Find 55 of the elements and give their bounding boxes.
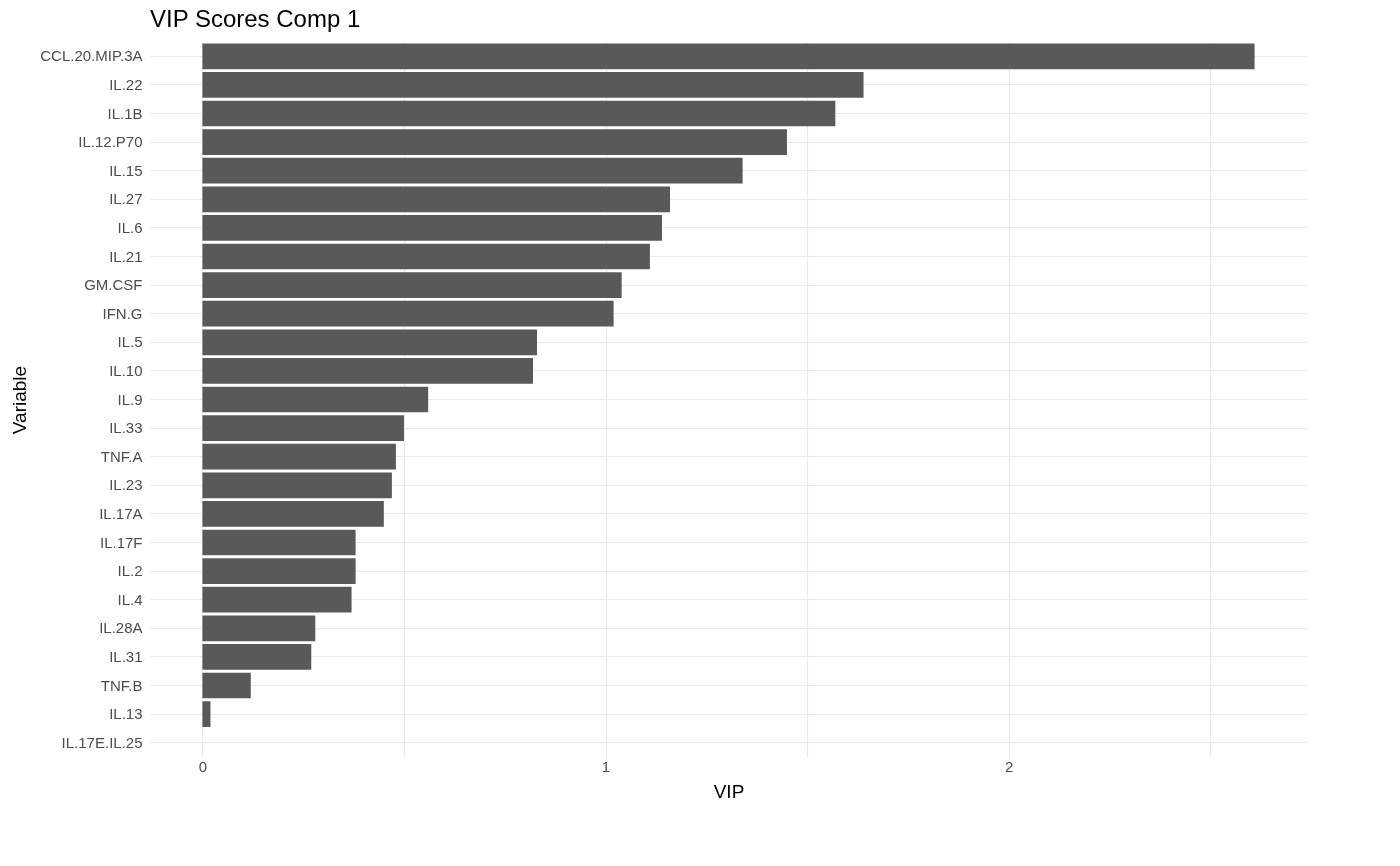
y-tick-label: IL.2 (117, 562, 143, 580)
y-tick-label: TNF.A (100, 447, 143, 465)
bar (202, 329, 538, 356)
y-tick-label: IL.6 (117, 218, 143, 236)
bar (202, 558, 356, 584)
y-tick-label: GM.CSF (84, 276, 143, 294)
bar (202, 72, 864, 98)
x-tick-label: 0 (198, 757, 208, 775)
y-tick-label: TNF.B (100, 676, 143, 694)
y-tick-label: CCL.20.MIP.3A (40, 47, 143, 65)
y-tick-label: IL.17A (99, 504, 143, 522)
bar (202, 215, 662, 241)
bar (202, 43, 1255, 70)
bar (202, 100, 836, 127)
bar (202, 672, 251, 699)
y-tick-label: IL.12.P70 (78, 133, 143, 151)
chart-title: VIP Scores Comp 1 (150, 5, 361, 32)
bar (202, 386, 429, 413)
y-axis-title: Variable (9, 365, 31, 435)
y-tick-label: IL.23 (109, 476, 143, 494)
bar (202, 701, 211, 727)
x-tick-label: 2 (1005, 757, 1014, 775)
y-tick-label: IL.1B (107, 104, 143, 122)
bar (202, 415, 404, 441)
y-tick-label: IL.22 (109, 75, 143, 93)
y-tick-label: IL.17F (99, 533, 143, 551)
y-tick-label: IL.4 (117, 590, 143, 608)
bar (202, 358, 533, 384)
y-tick-label: IL.5 (117, 333, 143, 351)
bar (202, 529, 356, 556)
y-tick-label: IL.9 (117, 390, 143, 408)
y-tick-label: IL.21 (109, 247, 143, 265)
y-tick-label: IL.17E.IL.25 (61, 733, 143, 751)
x-axis-title: VIP (713, 780, 745, 802)
bar (202, 644, 312, 670)
bar (202, 501, 384, 527)
y-tick-label: IFN.G (102, 304, 143, 322)
y-tick-label: IL.15 (109, 161, 143, 179)
bar (202, 186, 671, 213)
y-tick-label: IL.33 (109, 419, 143, 437)
y-tick-label: IL.10 (109, 361, 143, 379)
bar (202, 615, 316, 642)
bar (202, 157, 743, 184)
bar (202, 443, 396, 470)
bar (202, 129, 787, 155)
y-tick-label: IL.31 (109, 647, 143, 665)
bar (202, 243, 650, 270)
bar (202, 300, 614, 327)
x-tick-label: 1 (601, 757, 611, 775)
y-tick-label: IL.27 (109, 190, 143, 208)
bar (202, 272, 622, 298)
bar (202, 586, 352, 613)
y-tick-label: IL.13 (109, 705, 143, 723)
bar (202, 472, 392, 499)
y-tick-label: IL.28A (99, 619, 143, 637)
